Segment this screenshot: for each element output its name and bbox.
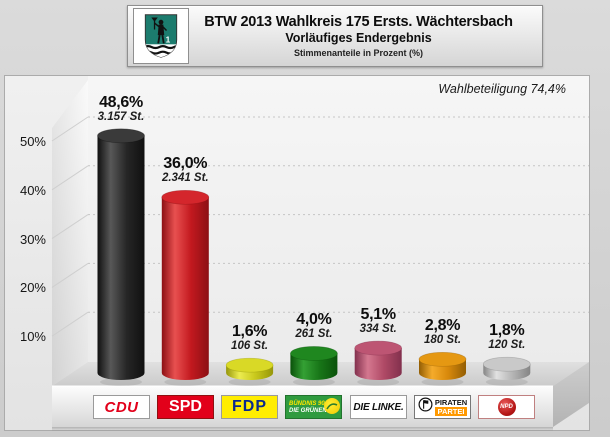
- bar-top-cdu: [97, 128, 145, 144]
- bar-reflection-linke: [357, 378, 400, 386]
- bar-percent-label-npd: 1,8%: [489, 322, 525, 340]
- party-logo-fdp: FDP: [221, 395, 278, 419]
- cdu-logo-text: CDU: [104, 398, 139, 416]
- bar-cylinder-cdu: [97, 135, 145, 380]
- bar-reflection-npd: [485, 378, 528, 386]
- gruene-logo-text: BÜNDNIS 90 DIE GRÜNEN: [289, 401, 327, 415]
- y-axis-label-40: 40%: [19, 182, 46, 198]
- svg-text:1: 1: [166, 34, 171, 44]
- bar-top-gruene: [290, 346, 338, 361]
- plinth-shadow: [52, 427, 553, 431]
- chart-left-wall: [52, 80, 88, 386]
- party-logo-linke: DIE LINKE.: [350, 395, 407, 419]
- bar-top-piraten: [418, 351, 467, 367]
- bar-top-fdp: [225, 357, 274, 373]
- coat-of-arms-icon: 1: [144, 14, 178, 58]
- piraten-logo-text: PIRATEN PARTEI: [434, 398, 468, 416]
- piraten-logo-line2: PARTEI: [434, 407, 468, 416]
- bar-percent-label-cdu: 48,6%: [99, 93, 143, 111]
- linke-logo-text: DIE LINKE.: [353, 401, 404, 413]
- bar-top-spd: [161, 189, 210, 205]
- bar-percent-label-gruene: 4,0%: [296, 311, 332, 329]
- bar-cylinder-linke: [354, 348, 402, 380]
- y-axis-label-20: 20%: [19, 280, 46, 296]
- npd-ball-icon: NPD: [497, 398, 516, 416]
- chart-plinth-right-face: [553, 362, 589, 427]
- bar-votes-label-linke: 334 St.: [359, 323, 397, 336]
- gruene-logo-line2: DIE GRÜNEN: [289, 408, 327, 414]
- turnout-label: Wahlbeteiligung 74,4%: [438, 82, 566, 96]
- bar-cylinder-gruene: [290, 353, 338, 381]
- party-logo-piraten: PIRATEN PARTEI: [414, 395, 471, 419]
- y-axis-label-30: 30%: [19, 231, 46, 247]
- gridline-wall-30: [51, 214, 89, 240]
- coat-of-arms: 1: [133, 8, 189, 64]
- bar-reflection-cdu: [100, 378, 142, 386]
- gridline-wall-50: [51, 116, 89, 142]
- bar-reflection-fdp: [228, 378, 271, 386]
- bar-percent-label-linke: 5,1%: [360, 306, 397, 324]
- gridline-wall-10: [51, 311, 89, 337]
- y-axis-label-10: 10%: [19, 329, 46, 345]
- bar-reflection-spd: [164, 378, 207, 386]
- gridline-wall-40: [51, 165, 89, 191]
- y-axis-label-50: 50%: [19, 134, 46, 149]
- pirate-flag-icon: [418, 397, 433, 417]
- bar-votes-label-npd: 120 St.: [488, 339, 526, 352]
- sunflower-icon: [324, 398, 340, 414]
- bar-votes-label-fdp: 106 St.: [231, 340, 269, 353]
- fdp-logo-text: FDP: [232, 398, 267, 415]
- bar-percent-label-piraten: 2,8%: [424, 317, 461, 335]
- piraten-logo-line1: PIRATEN: [434, 398, 468, 407]
- page-note: Stimmenanteile in Prozent (%): [293, 48, 424, 58]
- spd-logo-text: SPD: [169, 398, 202, 415]
- gruene-logo-line1: BÜNDNIS 90: [289, 401, 325, 407]
- page-subtitle: Vorläufiges Endergebnis: [285, 31, 432, 45]
- bar-votes-label-piraten: 180 St.: [423, 334, 462, 347]
- crest-figure: 1: [151, 17, 171, 44]
- bar-cylinder-spd: [161, 197, 209, 381]
- chart-back-wall: [88, 76, 589, 362]
- page-title: BTW 2013 Wahlkreis 175 Ersts. Wächtersba…: [204, 14, 513, 30]
- bar-votes-label-spd: 2.341 St.: [161, 172, 209, 185]
- bar-reflection-gruene: [292, 378, 335, 386]
- party-logo-npd: NPD: [478, 395, 535, 419]
- bar-votes-label-gruene: 261 St.: [295, 328, 333, 341]
- bar-top-npd: [482, 356, 531, 372]
- npd-logo-text: NPD: [500, 404, 513, 410]
- gridline-wall-20: [51, 262, 89, 288]
- bar-percent-label-fdp: 1,6%: [231, 323, 268, 341]
- bar-reflection-piraten: [421, 378, 464, 386]
- party-logo-gruene: BÜNDNIS 90 DIE GRÜNEN: [285, 395, 342, 419]
- bar-top-linke: [354, 340, 403, 356]
- bar-votes-label-cdu: 3.157 St.: [97, 110, 145, 123]
- bar-percent-label-spd: 36,0%: [163, 155, 208, 173]
- party-logo-spd: SPD: [157, 395, 214, 419]
- header-box: 1 BTW 2013 Wahlkreis 175 Ersts. Wächters…: [127, 5, 543, 67]
- party-logo-cdu: CDU: [93, 395, 150, 419]
